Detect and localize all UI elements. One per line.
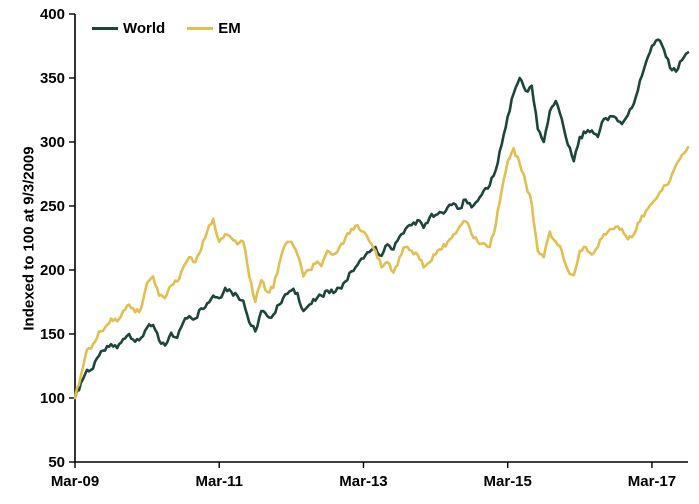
em-series-line (73, 145, 690, 400)
y-axis-title: Indexed to 100 at 9/3/2009 (20, 146, 38, 331)
y-tick-label: 100 (40, 390, 65, 407)
legend-label-world: World (123, 20, 166, 37)
legend-label-em: EM (218, 20, 241, 37)
x-tick-label: Mar-11 (195, 473, 243, 490)
y-tick-label: 250 (40, 198, 65, 215)
y-tick-label: 400 (40, 6, 65, 23)
y-tick-label: 350 (40, 70, 65, 87)
legend-item-world: World (92, 20, 165, 37)
x-tick-label: Mar-15 (484, 473, 532, 490)
em-line-swatch (187, 27, 214, 30)
world-line-swatch (92, 27, 118, 30)
y-tick-label: 150 (40, 326, 65, 343)
x-tick-label: Mar-17 (628, 473, 676, 490)
y-tick-label: 200 (40, 262, 65, 279)
x-tick-label: Mar-09 (51, 473, 99, 490)
legend-item-em: EM (187, 20, 241, 37)
chart-legend: World EM (92, 20, 241, 37)
world-series-line (73, 38, 690, 400)
x-tick-label: Mar-13 (339, 473, 387, 490)
y-tick-label: 300 (40, 134, 65, 151)
y-tick-label: 50 (48, 454, 65, 471)
